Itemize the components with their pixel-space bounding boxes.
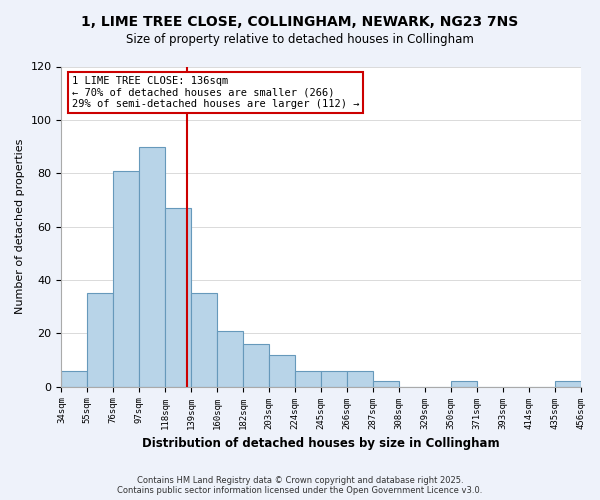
Bar bbox=[451, 382, 476, 386]
Text: Contains HM Land Registry data © Crown copyright and database right 2025.
Contai: Contains HM Land Registry data © Crown c… bbox=[118, 476, 482, 495]
Bar bbox=[347, 370, 373, 386]
Bar bbox=[217, 330, 243, 386]
Bar bbox=[373, 382, 399, 386]
Bar bbox=[243, 344, 269, 387]
Bar bbox=[554, 382, 581, 386]
Bar bbox=[321, 370, 347, 386]
Bar bbox=[113, 170, 139, 386]
Bar bbox=[165, 208, 191, 386]
X-axis label: Distribution of detached houses by size in Collingham: Distribution of detached houses by size … bbox=[142, 437, 500, 450]
Bar bbox=[139, 146, 165, 386]
Bar bbox=[61, 370, 88, 386]
Bar bbox=[88, 294, 113, 386]
Y-axis label: Number of detached properties: Number of detached properties bbox=[15, 139, 25, 314]
Bar bbox=[295, 370, 321, 386]
Bar bbox=[191, 294, 217, 386]
Text: 1, LIME TREE CLOSE, COLLINGHAM, NEWARK, NG23 7NS: 1, LIME TREE CLOSE, COLLINGHAM, NEWARK, … bbox=[82, 15, 518, 29]
Text: 1 LIME TREE CLOSE: 136sqm
← 70% of detached houses are smaller (266)
29% of semi: 1 LIME TREE CLOSE: 136sqm ← 70% of detac… bbox=[72, 76, 359, 110]
Bar bbox=[269, 354, 295, 386]
Text: Size of property relative to detached houses in Collingham: Size of property relative to detached ho… bbox=[126, 32, 474, 46]
